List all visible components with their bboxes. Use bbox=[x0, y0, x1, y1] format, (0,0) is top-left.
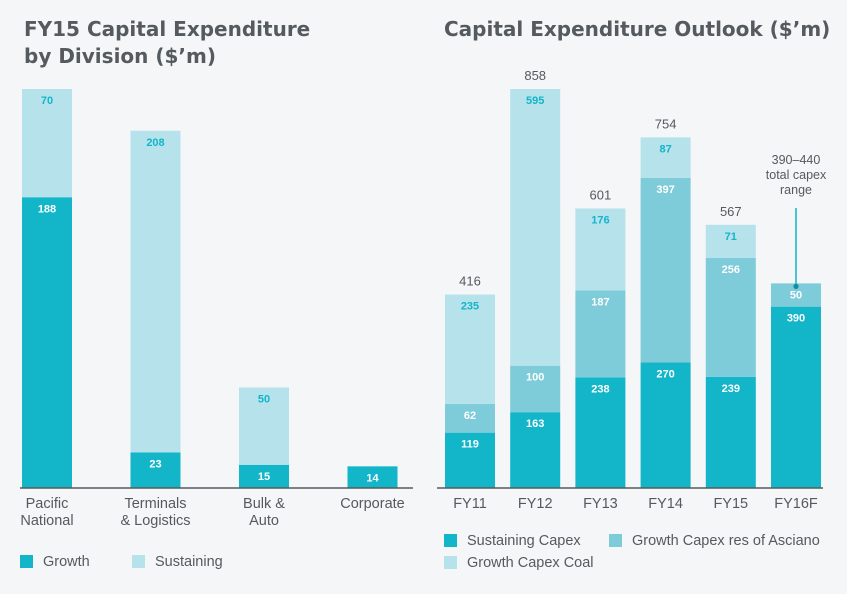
category-label-c0-0: Pacific National bbox=[20, 496, 73, 529]
range-annotation-dot bbox=[793, 283, 799, 289]
category-label-c1-1: FY12 bbox=[518, 496, 553, 512]
category-label-c0-3: Corporate bbox=[340, 496, 404, 512]
data-label-c1-3-s2: 87 bbox=[659, 143, 671, 155]
category-label-c1-2: FY13 bbox=[583, 496, 618, 512]
bar-c1-fy16f-s0 bbox=[771, 306, 821, 488]
total-label-c1-3: 754 bbox=[655, 116, 677, 131]
bar-c1-fy16f-s1 bbox=[771, 283, 821, 307]
legend-swatch-growth bbox=[20, 555, 33, 568]
legend-item-growth: Growth bbox=[20, 554, 90, 570]
legend-label-growth: Growth bbox=[43, 554, 90, 570]
range-annotation: 390–440 total capex range bbox=[766, 153, 827, 197]
data-label-c1-2-s2: 176 bbox=[591, 215, 609, 227]
bar-c0-terminals-logistics-s0 bbox=[130, 452, 181, 488]
outlook-chart-title: Capital Expenditure Outlook ($’m) bbox=[444, 17, 831, 41]
legend-label-growth-asciano: Growth Capex res of Asciano bbox=[632, 533, 820, 549]
bar-c1-fy15-s1 bbox=[705, 257, 756, 377]
bar-c1-fy12-s1 bbox=[510, 365, 561, 413]
bar-c1-fy12-s2 bbox=[510, 89, 561, 366]
legend-label-sustaining: Sustaining bbox=[155, 554, 223, 570]
bar-c0-pacific-national-s0 bbox=[22, 197, 72, 489]
division-chart-title: FY15 Capital Expenditure by Division ($’… bbox=[24, 17, 311, 68]
data-label-c1-4-s1: 256 bbox=[722, 264, 740, 276]
data-label-c1-0-s2: 235 bbox=[461, 301, 479, 313]
category-label-c1-3: FY14 bbox=[648, 496, 683, 512]
legend-swatch-growth-coal bbox=[444, 556, 457, 569]
legend-item-sustaining-capex: Sustaining Capex bbox=[444, 533, 581, 549]
category-label-c0-1: Terminals & Logistics bbox=[120, 496, 190, 529]
bar-c1-fy13-s0 bbox=[575, 377, 626, 488]
data-label-c1-3-s0: 270 bbox=[656, 368, 674, 380]
data-label-c0-3-s0: 14 bbox=[366, 472, 379, 484]
bar-c1-fy14-s0 bbox=[640, 362, 691, 488]
legend-swatch-sustaining-capex bbox=[444, 534, 457, 547]
category-label-c1-5: FY16F bbox=[774, 496, 818, 512]
category-label-c1-0: FY11 bbox=[453, 496, 487, 512]
data-label-c0-2-s1: 50 bbox=[258, 393, 270, 405]
bar-c1-fy14-s2 bbox=[640, 137, 691, 178]
data-label-c1-0-s0: 119 bbox=[461, 439, 479, 451]
bar-c0-terminals-logistics-s1 bbox=[130, 130, 181, 453]
data-label-c1-4-s0: 239 bbox=[722, 383, 740, 395]
bar-c0-pacific-national-s1 bbox=[22, 89, 72, 198]
bar-c1-fy15-s2 bbox=[705, 224, 756, 258]
category-label-c1-4: FY15 bbox=[713, 496, 748, 512]
data-label-c1-4-s2: 71 bbox=[725, 231, 737, 243]
legend-item-growth-asciano: Growth Capex res of Asciano bbox=[609, 533, 820, 549]
data-label-c1-5-s1: 50 bbox=[790, 289, 802, 301]
data-label-c0-1-s0: 23 bbox=[149, 458, 161, 470]
data-label-c1-1-s0: 163 bbox=[526, 418, 544, 430]
bar-c1-fy15-s0 bbox=[705, 376, 756, 488]
bar-c1-fy11-s2 bbox=[445, 294, 495, 404]
bar-c1-fy13-s1 bbox=[575, 290, 626, 378]
data-label-c1-2-s0: 238 bbox=[591, 383, 609, 395]
data-label-c1-1-s1: 100 bbox=[526, 372, 544, 384]
total-label-c1-2: 601 bbox=[590, 188, 612, 203]
legend-label-growth-coal: Growth Capex Coal bbox=[467, 555, 594, 571]
total-label-c1-1: 858 bbox=[524, 68, 546, 83]
bar-c1-fy12-s0 bbox=[510, 412, 561, 488]
bar-c1-fy14-s1 bbox=[640, 177, 691, 363]
data-label-c0-0-s1: 70 bbox=[41, 95, 53, 107]
bar-c1-fy11-s1 bbox=[445, 403, 495, 433]
data-label-c1-5-s0: 390 bbox=[787, 313, 805, 325]
data-label-c0-2-s0: 15 bbox=[258, 471, 270, 483]
data-label-c1-3-s1: 397 bbox=[656, 184, 674, 196]
legend-label-sustaining-capex: Sustaining Capex bbox=[467, 533, 581, 549]
bar-c1-fy13-s2 bbox=[575, 208, 626, 291]
bar-c0-corporate-s0 bbox=[347, 466, 398, 488]
bar-c0-bulk-auto-s1 bbox=[239, 387, 289, 465]
data-label-c1-1-s2: 595 bbox=[526, 95, 544, 107]
legend-swatch-growth-asciano bbox=[609, 534, 622, 547]
data-label-c0-1-s1: 208 bbox=[146, 137, 164, 149]
total-label-c1-4: 567 bbox=[720, 204, 742, 219]
bar-c1-fy11-s0 bbox=[445, 432, 495, 488]
legend-item-growth-coal: Growth Capex Coal bbox=[444, 555, 594, 571]
data-label-c1-2-s1: 187 bbox=[591, 296, 609, 308]
data-label-c1-0-s1: 62 bbox=[464, 410, 476, 422]
legend-item-sustaining: Sustaining bbox=[132, 554, 223, 570]
bar-c0-bulk-auto-s0 bbox=[239, 464, 289, 488]
data-label-c0-0-s0: 188 bbox=[38, 203, 56, 215]
legend-swatch-sustaining bbox=[132, 555, 145, 568]
category-label-c0-2: Bulk & Auto bbox=[243, 496, 285, 529]
total-label-c1-0: 416 bbox=[459, 274, 481, 289]
